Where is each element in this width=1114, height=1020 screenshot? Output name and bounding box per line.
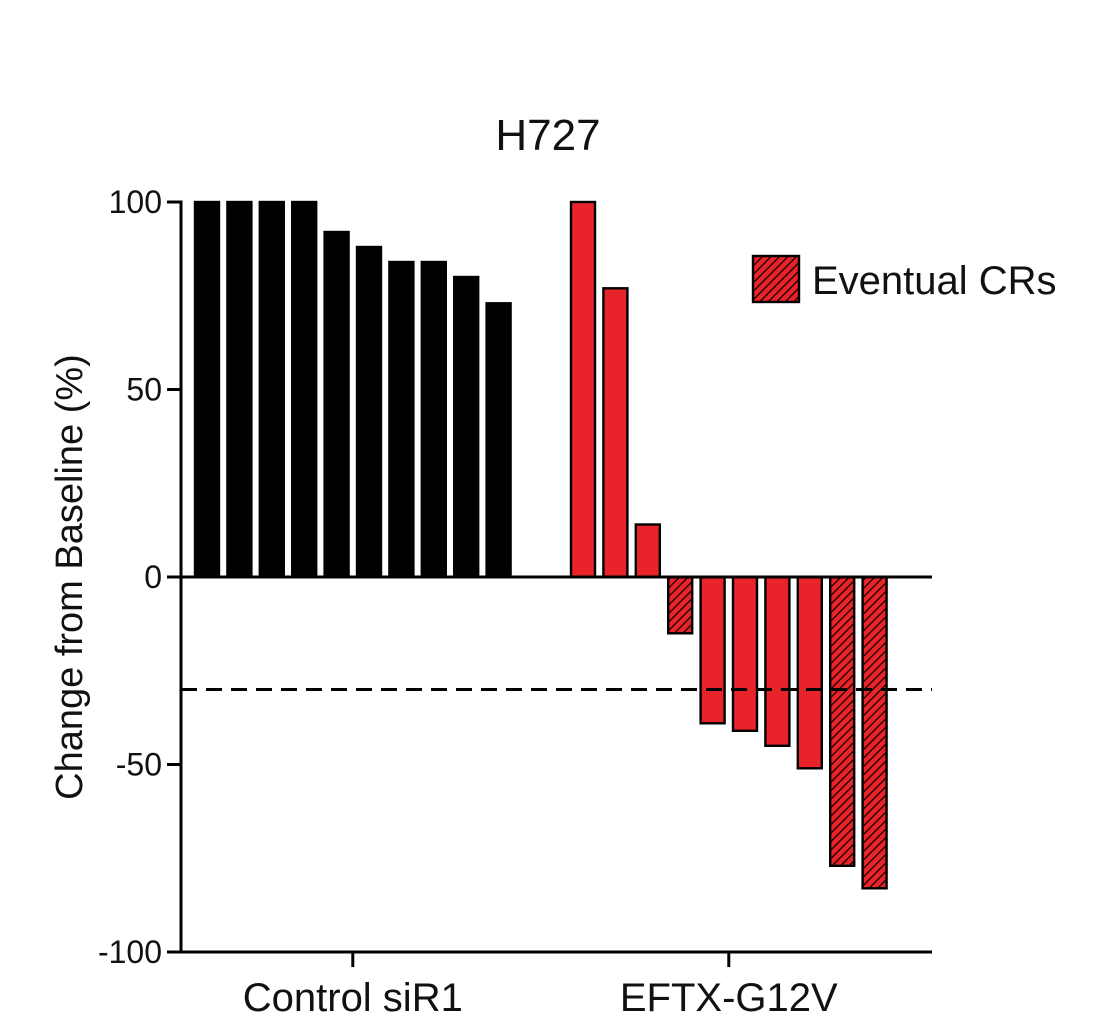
bar-eventual-cr: [829, 575, 856, 867]
x-category-label: EFTX-G12V: [620, 976, 838, 1015]
y-tick-label: 0: [144, 559, 162, 595]
chart-title: H727: [495, 111, 600, 160]
legend-swatch: [751, 254, 801, 304]
y-tick-label: -100: [98, 934, 162, 970]
bar: [258, 200, 285, 579]
axes-layer: 100 50 0 -50 -100 Control siR1 EFTX-G12V: [98, 184, 932, 1020]
legend-label: Eventual CRs: [812, 259, 1057, 303]
bar-eventual-cr: [861, 575, 888, 890]
bars-layer: [193, 200, 888, 890]
y-tick-label: -50: [116, 747, 162, 783]
bar: [453, 275, 480, 579]
x-category-label: Control siR1: [243, 976, 463, 1015]
bar: [388, 260, 415, 579]
y-tick-label: 100: [109, 184, 162, 220]
bar: [569, 200, 597, 579]
y-axis-label: Change from Baseline (%): [49, 354, 91, 800]
bar: [764, 575, 791, 748]
bar: [602, 287, 629, 579]
bar: [634, 523, 661, 579]
legend: Eventual CRs: [751, 254, 1057, 304]
bar: [699, 575, 726, 725]
bar: [355, 245, 383, 579]
y-tick-label: 50: [126, 372, 162, 408]
bar: [485, 302, 512, 579]
bar: [731, 575, 759, 733]
bar: [291, 200, 318, 579]
bar: [796, 575, 823, 770]
bar: [193, 200, 221, 579]
bar: [420, 260, 447, 579]
bar: [226, 200, 253, 579]
bar: [323, 230, 350, 579]
bar-eventual-cr: [667, 575, 694, 635]
